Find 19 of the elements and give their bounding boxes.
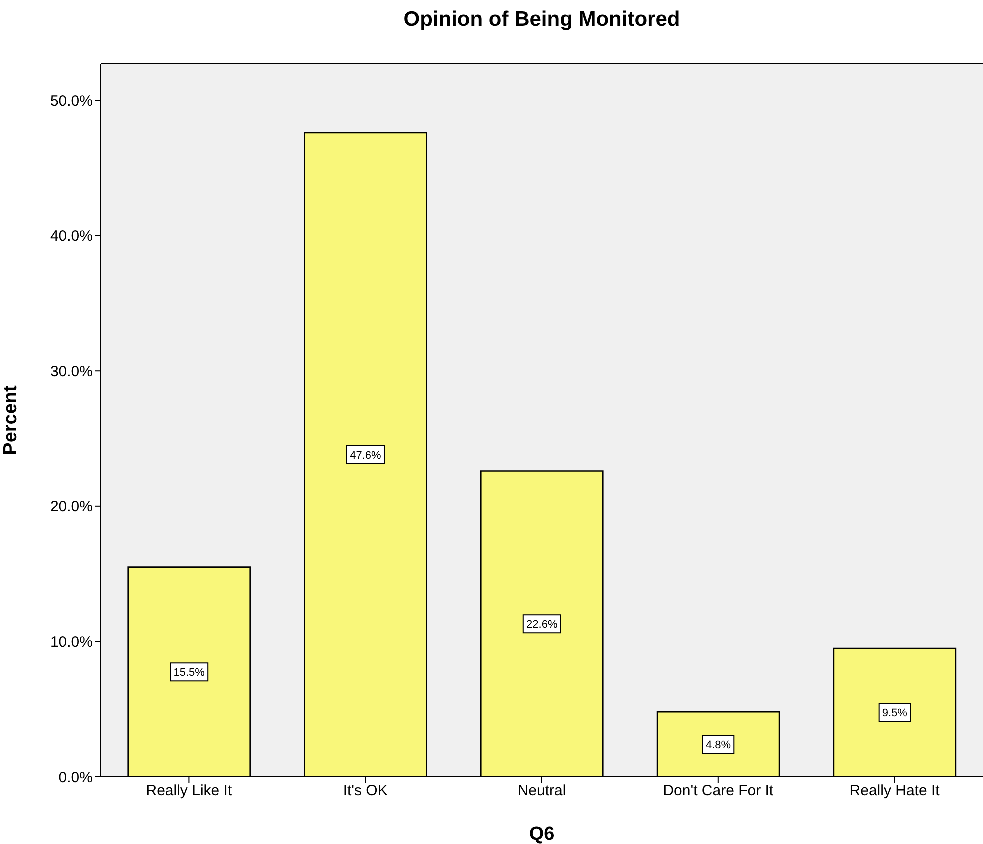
x-tick-label: Don't Care For It	[663, 782, 774, 800]
data-label: 47.6%	[350, 450, 382, 462]
data-label: 4.8%	[706, 740, 732, 752]
x-tick-label: Really Like It	[146, 782, 233, 800]
data-label: 22.6%	[526, 619, 558, 632]
x-axis-title: Q6	[529, 824, 555, 844]
y-tick-label: 40.0%	[50, 228, 93, 246]
y-tick-label: 20.0%	[50, 498, 93, 516]
data-label: 15.5%	[174, 667, 206, 680]
data-label: 9.5%	[882, 708, 908, 720]
y-axis-title: Percent	[0, 384, 22, 456]
x-tick-label: Really Hate It	[850, 782, 941, 800]
y-tick-label: 10.0%	[50, 634, 93, 652]
y-tick-label: 0.0%	[58, 769, 93, 786]
y-tick-label: 50.0%	[50, 92, 93, 110]
chart-title: Opinion of Being Monitored	[402, 8, 682, 32]
y-tick-label: 30.0%	[50, 363, 93, 380]
x-tick-label: Neutral	[518, 782, 566, 800]
x-tick-label: It's OK	[343, 782, 388, 800]
